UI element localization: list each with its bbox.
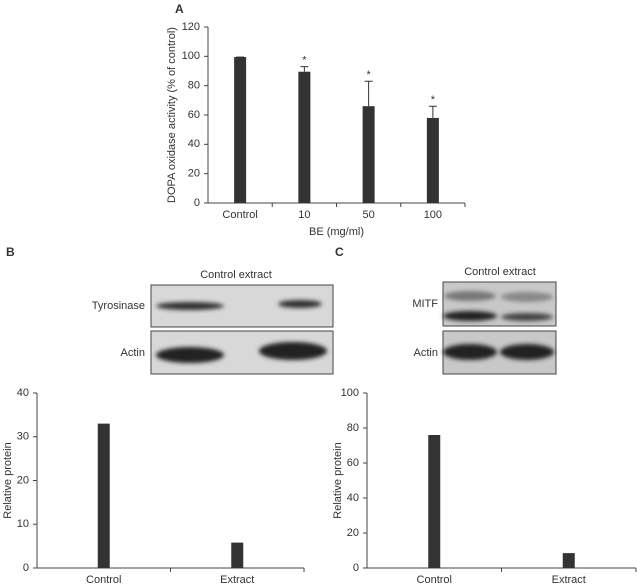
bar (362, 106, 375, 203)
y-tick-label: 0 (353, 562, 359, 574)
error-bar (364, 80, 373, 107)
blot-header: Control extract (464, 266, 536, 278)
x-tick-label: Control (417, 574, 452, 586)
y-tick-label: 40 (17, 387, 29, 399)
x-tick-label: Control (86, 574, 121, 586)
y-tick-label: 30 (17, 431, 29, 443)
y-tick-label: 80 (347, 422, 359, 434)
bar (562, 553, 575, 568)
significance-marker: * (302, 55, 307, 67)
blot-row-label: MITF (412, 298, 438, 310)
y-axis-label: Relative protein (2, 442, 14, 518)
blot-row-label: Tyrosinase (92, 300, 145, 312)
y-tick-label: 40 (347, 492, 359, 504)
panel-label: C (335, 245, 344, 259)
y-tick-label: 100 (182, 50, 200, 62)
y-tick-label: 80 (188, 80, 200, 92)
y-tick-label: 0 (23, 562, 29, 574)
x-tick-label: Extract (220, 574, 254, 586)
x-tick-label: Extract (552, 574, 586, 586)
y-tick-label: 0 (194, 197, 200, 209)
y-tick-label: 60 (347, 457, 359, 469)
bar (231, 542, 244, 568)
y-tick-label: 10 (17, 518, 29, 530)
y-tick-label: 120 (182, 21, 200, 33)
y-axis-label: DOPA oxidase activity (% of control) (166, 27, 178, 203)
blot-row-label: Actin (414, 347, 438, 359)
y-tick-label: 40 (188, 138, 200, 150)
y-tick-label: 20 (188, 168, 200, 180)
blot-image (442, 281, 557, 375)
panel-label: B (6, 245, 15, 259)
y-tick-label: 100 (341, 387, 359, 399)
y-tick-label: 20 (347, 527, 359, 539)
bar (426, 117, 439, 203)
x-axis-label: BE (mg/ml) (309, 226, 364, 238)
error-bar (428, 105, 437, 118)
blot-image (150, 284, 334, 375)
bar (298, 71, 311, 203)
y-axis-label: Relative protein (332, 442, 344, 518)
blot-header: Control extract (200, 269, 272, 281)
significance-marker: * (431, 94, 436, 106)
blot-row-label: Actin (121, 347, 145, 359)
x-tick-label: 100 (424, 209, 442, 221)
x-tick-label: Control (222, 209, 257, 221)
x-tick-label: 10 (298, 209, 310, 221)
x-tick-label: 50 (363, 209, 375, 221)
bar (97, 423, 110, 568)
panel-label: A (175, 2, 184, 16)
y-tick-label: 20 (17, 474, 29, 486)
error-bar (300, 66, 309, 72)
bar (428, 435, 441, 568)
significance-marker: * (366, 69, 371, 81)
y-tick-label: 60 (188, 109, 200, 121)
bar (234, 57, 247, 203)
